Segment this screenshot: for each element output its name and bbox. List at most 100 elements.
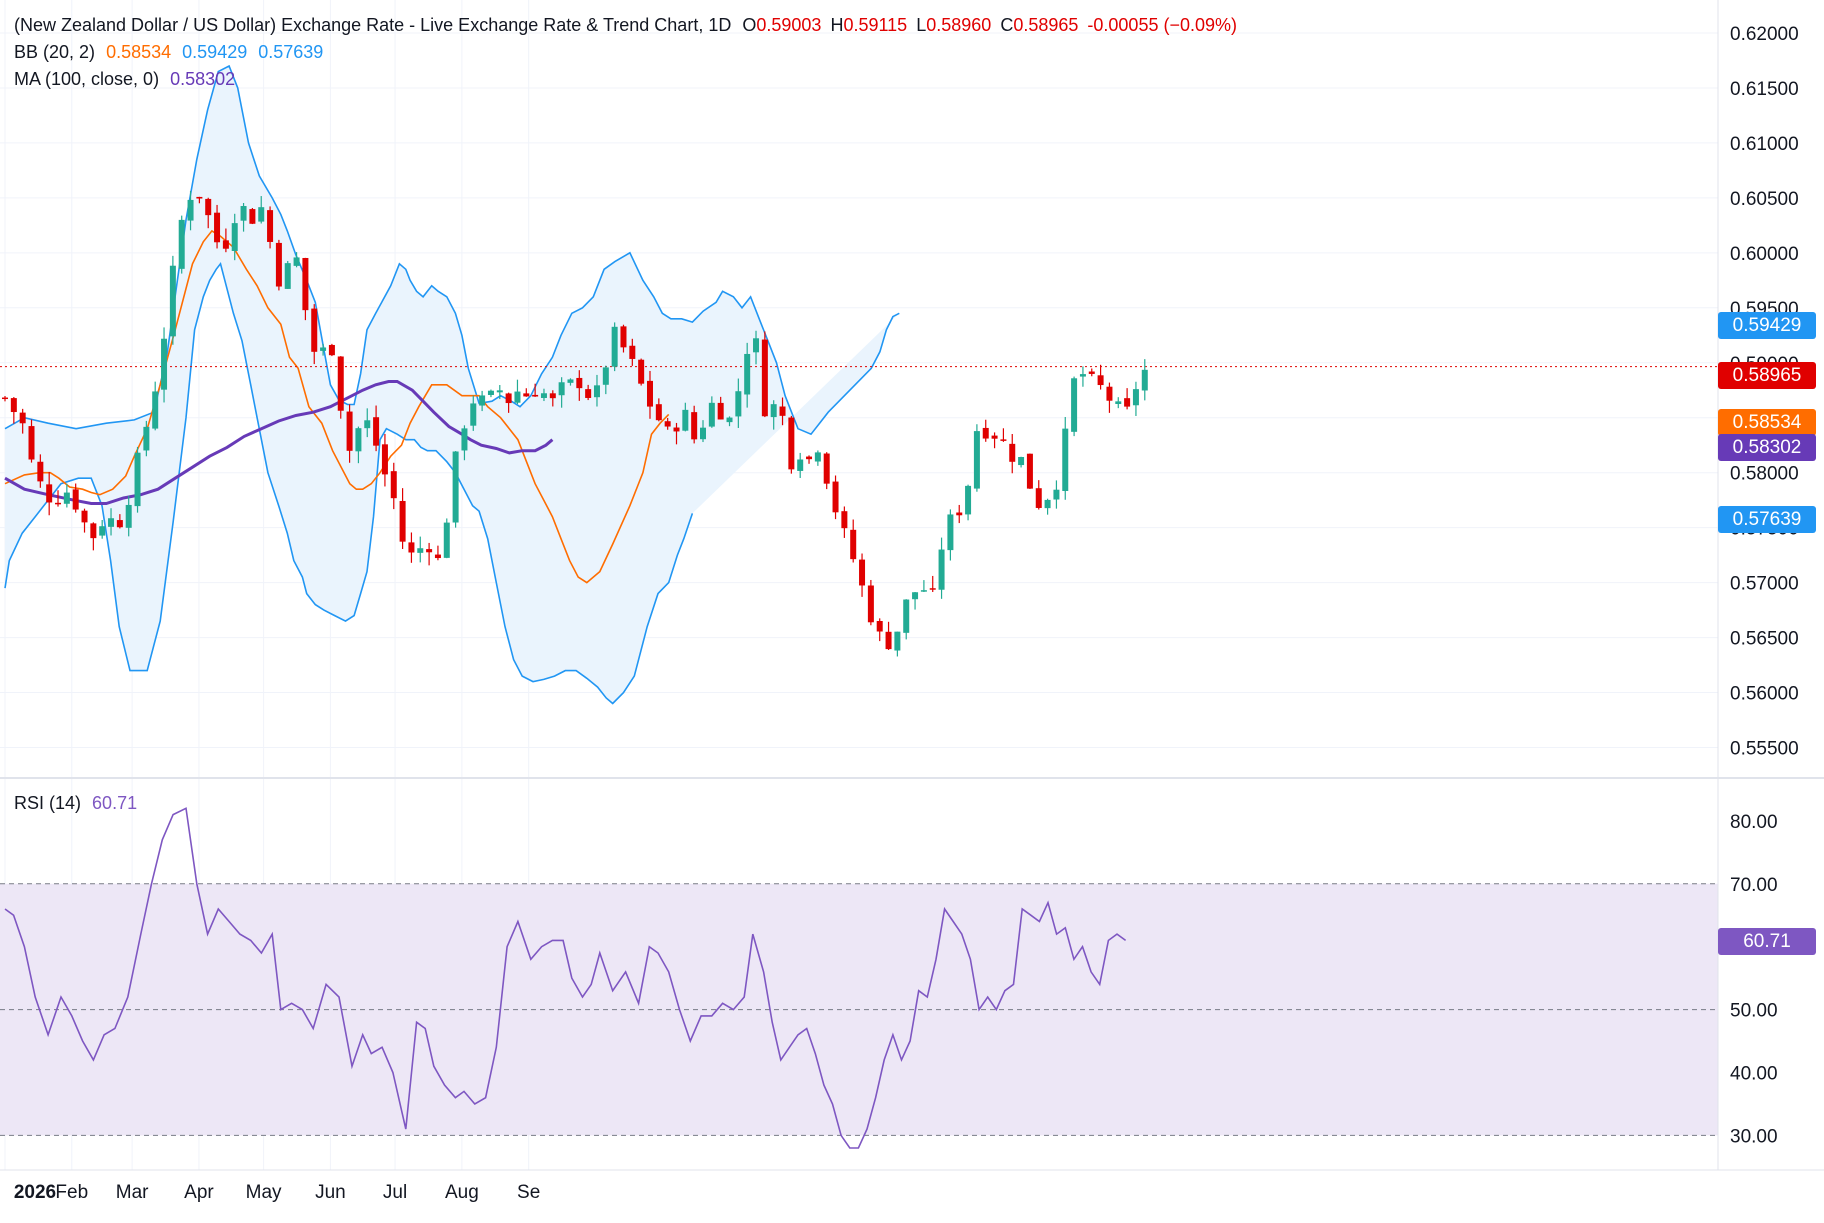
ohlc-high: H0.59115 xyxy=(830,15,908,35)
candle-body xyxy=(81,510,88,523)
candle-body xyxy=(593,385,600,398)
price-tick-label: 0.56000 xyxy=(1730,684,1799,705)
candle-body xyxy=(258,207,265,222)
ohlc-low: L0.58960 xyxy=(916,15,992,35)
time-tick-label: Feb xyxy=(55,1182,88,1203)
time-tick-label: Jun xyxy=(315,1182,346,1203)
candle-body xyxy=(920,590,927,592)
candle-body xyxy=(991,435,998,439)
rsi-tick-label: 50.00 xyxy=(1730,1001,1778,1022)
candle-body xyxy=(1009,443,1016,462)
candle-body xyxy=(231,223,238,251)
candle-body xyxy=(806,456,813,460)
candle-body xyxy=(691,412,698,440)
candle-body xyxy=(267,210,274,242)
candle-body xyxy=(982,427,989,439)
rsi-tick-label: 70.00 xyxy=(1730,875,1778,896)
candle-body xyxy=(1124,398,1131,407)
price-change: -0.00055 (−0.09%) xyxy=(1087,15,1238,35)
candle-body xyxy=(311,308,318,352)
price-tick-label: 0.60500 xyxy=(1730,189,1799,210)
bb-upper-line xyxy=(4,64,900,436)
candle-body xyxy=(1132,389,1139,406)
candle-body xyxy=(947,514,954,551)
candle-body xyxy=(1141,369,1148,391)
chart-title: (New Zealand Dollar / US Dollar) Exchang… xyxy=(14,15,732,35)
candle-body xyxy=(320,347,327,351)
candle-body xyxy=(620,326,627,348)
candle-body xyxy=(328,344,335,356)
candle-body xyxy=(585,389,592,398)
candle-body xyxy=(761,339,768,417)
candle-body xyxy=(417,548,424,553)
candle-body xyxy=(505,393,512,404)
candle-body xyxy=(973,431,980,489)
candle-body xyxy=(894,631,901,651)
candle-body xyxy=(381,444,388,475)
candle-body xyxy=(116,520,123,528)
bb-upper-value: 0.59429 xyxy=(182,42,248,62)
ohlc-open: O0.59003 xyxy=(742,15,822,35)
candle-body xyxy=(19,412,26,424)
price-tick-label: 0.58000 xyxy=(1730,464,1799,485)
candle-body xyxy=(523,393,530,397)
candle-body xyxy=(859,559,866,586)
candle-body xyxy=(1088,371,1095,374)
candle-body xyxy=(735,391,742,417)
ma-label: MA (100, close, 0) xyxy=(14,69,160,89)
time-tick-label: 2026 xyxy=(14,1182,56,1203)
candle-body xyxy=(399,500,406,542)
candle-body xyxy=(434,554,441,559)
candle-body xyxy=(717,402,724,420)
candle-body xyxy=(461,428,468,451)
candle-body xyxy=(178,219,185,269)
candle-body xyxy=(373,417,380,446)
candle-body xyxy=(125,504,132,528)
candle-body xyxy=(540,393,547,398)
candle-body xyxy=(284,263,291,289)
candle-body xyxy=(1018,456,1025,466)
candle-body xyxy=(514,391,521,403)
candle-body xyxy=(576,377,583,389)
candle-body xyxy=(479,395,486,406)
candle-body xyxy=(1062,428,1069,491)
price-tick-label: 0.61500 xyxy=(1730,79,1799,100)
candle-body xyxy=(629,345,636,359)
candle-body xyxy=(770,404,777,418)
candle-body xyxy=(823,453,830,484)
candle-body xyxy=(867,585,874,623)
candlesticks xyxy=(2,190,1148,657)
bb-label: BB (20, 2) xyxy=(14,42,96,62)
bb-fill-area xyxy=(5,66,900,704)
candle-body xyxy=(355,428,362,452)
rsi-line xyxy=(4,807,1127,1149)
time-tick-label: Se xyxy=(517,1182,540,1203)
candle-body xyxy=(726,417,733,423)
candle-body xyxy=(912,592,919,600)
candle-body xyxy=(37,461,44,482)
candle-body xyxy=(788,417,795,470)
candle-body xyxy=(753,338,760,353)
candle-body xyxy=(779,406,786,416)
candle-body xyxy=(161,338,168,390)
candle-body xyxy=(1044,499,1051,509)
candle-body xyxy=(134,452,141,507)
candle-body xyxy=(452,451,459,523)
candle-body xyxy=(426,549,433,553)
bb-basis-line xyxy=(4,229,670,584)
candle-body xyxy=(797,459,804,471)
candle-body xyxy=(841,511,848,529)
rsi-value: 60.71 xyxy=(92,793,138,813)
candle-body xyxy=(187,199,194,221)
candle-body xyxy=(814,452,821,462)
candle-body xyxy=(885,631,892,650)
candle-body xyxy=(1026,453,1033,489)
candle-body xyxy=(46,484,53,503)
candle-body xyxy=(152,391,159,429)
candle-body xyxy=(708,402,715,427)
candle-body xyxy=(143,426,150,451)
candle-body xyxy=(302,257,309,311)
price-tick-label: 0.56500 xyxy=(1730,629,1799,650)
candle-body xyxy=(956,512,963,516)
